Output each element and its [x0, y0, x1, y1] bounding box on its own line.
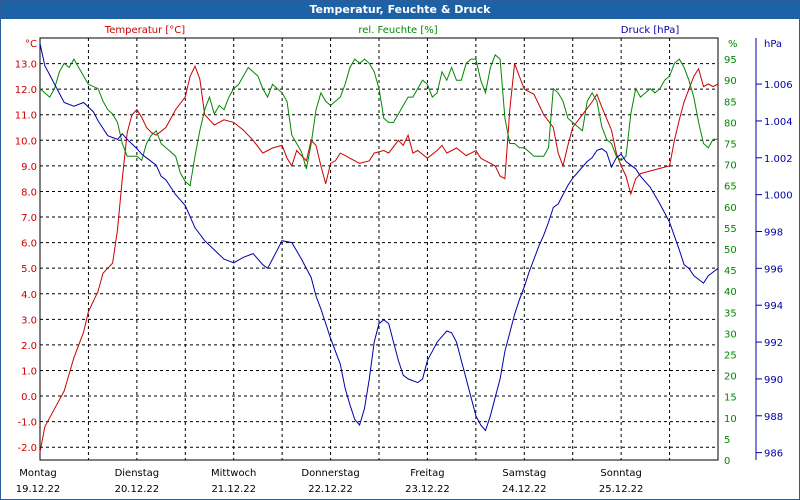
temp-tick-label: 10.0 — [15, 136, 37, 147]
x-date-label: 23.12.22 — [405, 484, 450, 495]
x-date-label: 24.12.22 — [502, 484, 547, 495]
temp-tick-label: 12.0 — [15, 85, 37, 96]
series — [39, 43, 719, 453]
humidity-tick-label: 15 — [724, 393, 737, 404]
grid — [39, 37, 719, 461]
pressure-axis-title: Druck [hPa] — [621, 25, 680, 36]
humidity-tick-label: 95 — [724, 55, 737, 66]
temp-tick-label: 13.0 — [15, 60, 37, 71]
pressure-tick-label: 994 — [764, 301, 783, 312]
humidity-tick-label: 60 — [724, 203, 737, 214]
x-day-label: Montag — [19, 468, 56, 479]
pressure-tick-label: 992 — [764, 338, 783, 349]
pressure-tick-label: 990 — [764, 375, 783, 386]
temp-tick-label: 3.0 — [21, 315, 37, 326]
temp-tick-label: 5.0 — [21, 264, 37, 275]
temp-tick-label: 8.0 — [21, 187, 37, 198]
humidity-tick-label: 90 — [724, 76, 737, 87]
x-date-label: 22.12.22 — [308, 484, 353, 495]
humidity-tick-label: 85 — [724, 97, 737, 108]
temp-tick-label: 6.0 — [21, 239, 37, 250]
x-day-label: Samstag — [502, 468, 546, 479]
humidity-tick-label: 25 — [724, 351, 737, 362]
x-date-label: 21.12.22 — [211, 484, 256, 495]
temp-tick-label: 9.0 — [21, 162, 37, 173]
temp-tick-label: -1.0 — [17, 418, 37, 429]
humidity-tick-label: 30 — [724, 329, 737, 340]
pressure-tick-label: 1.006 — [764, 80, 793, 91]
temp-tick-label: -2.0 — [17, 443, 37, 454]
pressure-tick-label: 1.000 — [764, 191, 793, 202]
temp-tick-label: 4.0 — [21, 290, 37, 301]
humidity-tick-label: 55 — [724, 224, 737, 235]
humidity-tick-label: 75 — [724, 140, 737, 151]
axes: 13.0 12.0 11.0 10.0 9.0 8.0 7.0 6.0 5.0 4.0 3.0 2.0… — [15, 25, 793, 495]
temperature-axis-title: Temperatur [°C] — [104, 25, 185, 36]
humidity-tick-label: 70 — [724, 161, 737, 172]
temp-tick-label: 2.0 — [21, 341, 37, 352]
humidity-tick-label: 0 — [724, 456, 730, 467]
humidity-tick-label: 10 — [724, 414, 737, 425]
x-day-label: Sonntag — [600, 468, 642, 479]
humidity-tick-label: 50 — [724, 245, 737, 256]
pressure-tick-label: 986 — [764, 449, 783, 460]
pressure-tick-label: 998 — [764, 227, 783, 238]
humidity-unit-label: % — [728, 39, 738, 50]
humidity-tick-label: 65 — [724, 182, 737, 193]
x-date-label: 20.12.22 — [115, 484, 160, 495]
series-line-humidity — [39, 54, 718, 187]
x-day-label: Freitag — [410, 468, 444, 479]
x-date-label: 19.12.22 — [16, 484, 61, 495]
temp-tick-label: 11.0 — [15, 111, 37, 122]
chart-title: Temperatur, Feuchte & Druck — [1, 1, 799, 19]
pressure-tick-label: 1.002 — [764, 154, 793, 165]
humidity-tick-label: 80 — [724, 118, 737, 129]
pressure-tick-label: 1.004 — [764, 117, 793, 128]
humidity-tick-label: 40 — [724, 287, 737, 298]
temp-tick-label: 0.0 — [21, 392, 37, 403]
pressure-tick-label: 988 — [764, 412, 783, 423]
humidity-tick-label: 35 — [724, 308, 737, 319]
humidity-tick-label: 20 — [724, 372, 737, 383]
x-day-label: Dienstag — [115, 468, 160, 479]
temp-unit-label: °C — [25, 39, 37, 50]
temp-tick-label: 7.0 — [21, 213, 37, 224]
x-day-label: Donnerstag — [301, 468, 359, 479]
x-day-label: Mittwoch — [211, 468, 256, 479]
humidity-tick-label: 5 — [724, 435, 730, 446]
humidity-axis-title: rel. Feuchte [%] — [358, 25, 437, 36]
humidity-tick-label: 45 — [724, 266, 737, 277]
temp-tick-label: 1.0 — [21, 366, 37, 377]
pressure-tick-label: 996 — [764, 264, 783, 275]
series-line-pressure — [39, 43, 719, 432]
x-date-label: 25.12.22 — [599, 484, 644, 495]
pressure-unit-label: hPa — [764, 39, 782, 50]
